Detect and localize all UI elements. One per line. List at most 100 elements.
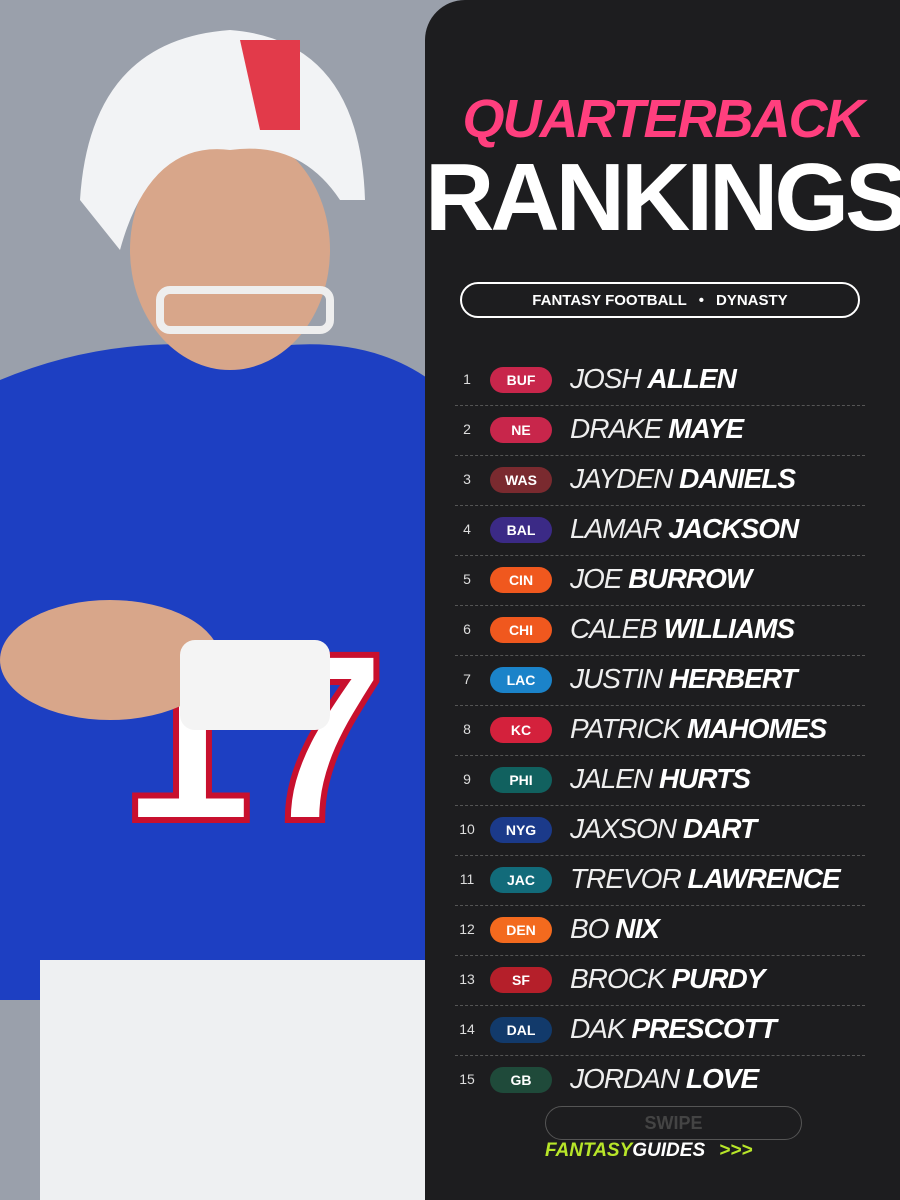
player-name: DAK PRESCOTT xyxy=(570,1013,777,1045)
rank: 1 xyxy=(463,371,471,387)
team-pill: PHI xyxy=(490,767,552,793)
separator xyxy=(455,905,865,906)
separator xyxy=(455,555,865,556)
rank: 7 xyxy=(463,671,471,687)
team-pill: CIN xyxy=(490,567,552,593)
separator xyxy=(455,705,865,706)
tag: FANTASY FOOTBALL • DYNASTY xyxy=(460,282,860,318)
separator xyxy=(455,655,865,656)
last-name: HERBERT xyxy=(668,663,798,694)
last-name: MAHOMES xyxy=(686,713,827,744)
last-name: MAYE xyxy=(668,413,744,444)
first-name: JORDAN xyxy=(570,1063,680,1094)
last-name: HURTS xyxy=(658,763,751,794)
rank: 4 xyxy=(463,521,471,537)
team-pill: WAS xyxy=(490,467,552,493)
separator xyxy=(455,955,865,956)
first-name: JAYDEN xyxy=(570,463,673,494)
player-name: BROCK PURDY xyxy=(570,963,765,995)
title-line1: QUARTERBACK xyxy=(462,89,864,149)
rank: 3 xyxy=(463,471,471,487)
team-pill: GB xyxy=(490,1067,552,1093)
player-name: TREVOR LAWRENCE xyxy=(570,863,841,895)
first-name: JUSTIN xyxy=(570,663,663,694)
tag-sep: • xyxy=(698,291,705,309)
player-name: PATRICK MAHOMES xyxy=(570,713,827,745)
arrows: >>> xyxy=(719,1140,753,1161)
tag-right: DYNASTY xyxy=(716,291,788,309)
rank: 14 xyxy=(459,1021,475,1037)
player-name: JUSTIN HERBERT xyxy=(570,663,798,695)
team-pill: LAC xyxy=(490,667,552,693)
first-name: PATRICK xyxy=(570,713,681,744)
team-pill: JAC xyxy=(490,867,552,893)
last-name: ALLEN xyxy=(647,363,736,394)
player-name: DRAKE MAYE xyxy=(570,413,744,445)
first-name: JALEN xyxy=(570,763,653,794)
rank: 9 xyxy=(463,771,471,787)
last-name: BURROW xyxy=(628,563,752,594)
separator xyxy=(455,405,865,406)
first-name: BO xyxy=(570,913,609,944)
last-name: LAWRENCE xyxy=(687,863,840,894)
last-name: WILLIAMS xyxy=(663,613,795,644)
separator xyxy=(455,455,865,456)
panel xyxy=(425,0,900,1200)
last-name: DART xyxy=(682,813,757,844)
player-photo: 17 xyxy=(0,0,460,1200)
player-name: JALEN HURTS xyxy=(570,763,751,795)
team-pill: CHI xyxy=(490,617,552,643)
last-name: PRESCOTT xyxy=(631,1013,776,1044)
last-name: NIX xyxy=(615,913,660,944)
first-name: DAK xyxy=(570,1013,626,1044)
brand-right: GUIDES xyxy=(632,1140,706,1161)
rank: 12 xyxy=(459,921,475,937)
team-pill: DEN xyxy=(490,917,552,943)
rank: 5 xyxy=(463,571,471,587)
player-name: JAYDEN DANIELS xyxy=(570,463,796,495)
first-name: TREVOR xyxy=(570,863,682,894)
first-name: CALEB xyxy=(570,613,658,644)
separator xyxy=(455,855,865,856)
separator xyxy=(455,805,865,806)
rank: 13 xyxy=(459,971,475,987)
team-pill: KC xyxy=(490,717,552,743)
player-name: LAMAR JACKSON xyxy=(570,513,799,545)
team-pill: BUF xyxy=(490,367,552,393)
first-name: BROCK xyxy=(570,963,666,994)
swipe-button[interactable]: SWIPE xyxy=(545,1106,802,1140)
player-name: BO NIX xyxy=(570,913,660,945)
rank: 6 xyxy=(463,621,471,637)
first-name: JOE xyxy=(570,563,622,594)
separator xyxy=(455,755,865,756)
team-pill: SF xyxy=(490,967,552,993)
first-name: JAXSON xyxy=(570,813,677,844)
first-name: JOSH xyxy=(570,363,642,394)
player-name: JOE BURROW xyxy=(570,563,752,595)
player-name: JAXSON DART xyxy=(570,813,757,845)
team-pill: DAL xyxy=(490,1017,552,1043)
rank: 11 xyxy=(459,871,475,887)
title-line2: RANKINGS xyxy=(425,144,900,251)
separator xyxy=(455,605,865,606)
separator xyxy=(455,1005,865,1006)
team-pill: NE xyxy=(490,417,552,443)
first-name: LAMAR xyxy=(570,513,662,544)
tag-left: FANTASY FOOTBALL xyxy=(532,291,687,309)
team-pill: NYG xyxy=(490,817,552,843)
rank: 8 xyxy=(463,721,471,737)
last-name: PURDY xyxy=(671,963,765,994)
player-name: JOSH ALLEN xyxy=(570,363,737,395)
last-name: DANIELS xyxy=(679,463,796,494)
separator xyxy=(455,505,865,506)
first-name: DRAKE xyxy=(570,413,662,444)
player-name: CALEB WILLIAMS xyxy=(570,613,795,645)
team-pill: BAL xyxy=(490,517,552,543)
last-name: LOVE xyxy=(685,1063,759,1094)
brand-left: FANTASY xyxy=(545,1140,633,1161)
brand: FANTASY GUIDES >>> xyxy=(545,1140,752,1162)
rank: 10 xyxy=(459,821,475,837)
last-name: JACKSON xyxy=(668,513,799,544)
player-name: JORDAN LOVE xyxy=(570,1063,759,1095)
